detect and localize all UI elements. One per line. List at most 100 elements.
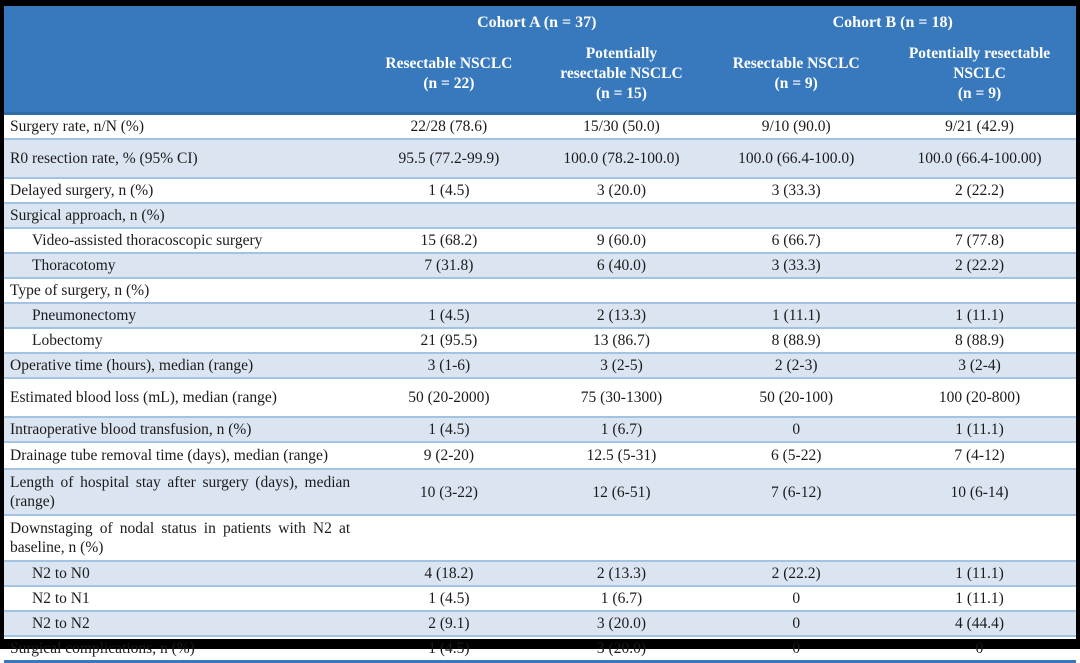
table-cell: 100.0 (78.2-100.0) — [533, 138, 710, 178]
table-cell — [533, 277, 710, 303]
table-cell: 8 (88.9) — [709, 327, 884, 353]
table-cell: 10 (3-22) — [364, 468, 534, 515]
table-row: Drainage tube removal time (days), media… — [4, 441, 1076, 469]
table-cell — [709, 277, 884, 303]
table-cell: 0 — [709, 585, 884, 611]
table-cell: 7 (4-12) — [883, 441, 1076, 469]
table-row: Length of hospital stay after surgery (d… — [4, 468, 1076, 515]
table-row: R0 resection rate, % (95% CI) 95.5 (77.2… — [4, 138, 1076, 178]
column-header-potentially-resectable-b: Potentially resectable NSCLC (n = 9) — [883, 36, 1076, 114]
table-row: Thoracotomy 7 (31.8) 6 (40.0) 3 (33.3) 2… — [4, 252, 1076, 278]
row-label: Length of hospital stay after surgery (d… — [4, 468, 365, 515]
table-cell: 3 (20.0) — [533, 610, 710, 636]
table-cell: 15 (68.2) — [364, 227, 534, 253]
table-cell: 6 (66.7) — [709, 227, 884, 253]
surgical-outcomes-table: Cohort A (n = 37) Cohort B (n = 18) Rese… — [4, 6, 1076, 663]
table-cell: 100.0 (66.4-100.00) — [883, 138, 1076, 178]
table-cell — [883, 202, 1076, 228]
table-cell: 7 (6-12) — [709, 468, 884, 515]
table-cell: 4 (44.4) — [883, 610, 1076, 636]
table-cell: 3 (2-5) — [533, 352, 710, 378]
table-cell: 21 (95.5) — [364, 327, 534, 353]
table-cell: 2 (22.2) — [883, 177, 1076, 203]
table-cell: 7 (77.8) — [883, 227, 1076, 253]
cohort-a-header: Cohort A (n = 37) — [364, 6, 710, 36]
table-cell: 1 (11.1) — [883, 302, 1076, 328]
table-cell: 2 (13.3) — [533, 560, 710, 586]
row-label: Thoracotomy — [4, 252, 365, 278]
table-cell: 2 (13.3) — [533, 302, 710, 328]
table-cell: 100.0 (66.4-100.0) — [709, 138, 884, 178]
column-header-resectable-a: Resectable NSCLC (n = 22) — [364, 36, 534, 114]
table-cell: 1 (11.1) — [709, 302, 884, 328]
table-cell: 9 (2-20) — [364, 441, 534, 469]
table-cell: 4 (18.2) — [364, 560, 534, 586]
table-row: Operative time (hours), median (range) 3… — [4, 352, 1076, 378]
row-label: Operative time (hours), median (range) — [4, 352, 365, 378]
table-row: Type of surgery, n (%) — [4, 277, 1076, 303]
table-row: Video-assisted thoracoscopic surgery 15 … — [4, 227, 1076, 253]
table-row: Delayed surgery, n (%) 1 (4.5) 3 (20.0) … — [4, 177, 1076, 203]
table-cell: 12.5 (5-31) — [533, 441, 710, 469]
table-cell: 7 (31.8) — [364, 252, 534, 278]
table-cell: 3 (2-4) — [883, 352, 1076, 378]
table-cell — [364, 202, 534, 228]
table-cell: 9 (60.0) — [533, 227, 710, 253]
table-cell — [709, 514, 884, 561]
table-cell: 22/28 (78.6) — [364, 112, 534, 139]
table-cell: 95.5 (77.2-99.9) — [364, 138, 534, 178]
table-cell: 50 (20-100) — [709, 377, 884, 417]
corner-cell — [4, 6, 365, 114]
table-cell: 1 (6.7) — [533, 416, 710, 442]
row-label: Pneumonectomy — [4, 302, 365, 328]
table-row: Pneumonectomy 1 (4.5) 2 (13.3) 1 (11.1) … — [4, 302, 1076, 328]
table-cell — [533, 202, 710, 228]
table-row: Downstaging of nodal status in patients … — [4, 514, 1076, 561]
table-cell: 10 (6-14) — [883, 468, 1076, 515]
table-cell: 1 (11.1) — [883, 560, 1076, 586]
table-cell: 0 — [709, 610, 884, 636]
table-cell: 12 (6-51) — [533, 468, 710, 515]
table-row: Estimated blood loss (mL), median (range… — [4, 377, 1076, 417]
table-row: N2 to N2 2 (9.1) 3 (20.0) 0 4 (44.4) — [4, 610, 1076, 636]
table-cell: 9/21 (42.9) — [883, 112, 1076, 139]
row-label: Surgical approach, n (%) — [4, 202, 365, 228]
table-cell — [883, 277, 1076, 303]
cohort-header-row: Cohort A (n = 37) Cohort B (n = 18) — [4, 6, 1076, 114]
table-row: Surgery rate, n/N (%) 22/28 (78.6) 15/30… — [4, 112, 1076, 139]
table-row: N2 to N0 4 (18.2) 2 (13.3) 2 (22.2) 1 (1… — [4, 560, 1076, 586]
table-cell: 8 (88.9) — [883, 327, 1076, 353]
table-cell: 1 (4.5) — [364, 416, 534, 442]
table-cell: 3 (33.3) — [709, 177, 884, 203]
table-row: Intraoperative blood transfusion, n (%) … — [4, 416, 1076, 442]
table-cell: 3 (33.3) — [709, 252, 884, 278]
row-label: N2 to N1 — [4, 585, 365, 611]
column-header-potentially-resectable-a: Potentially resectable NSCLC (n = 15) — [533, 36, 710, 114]
table-row: N2 to N1 1 (4.5) 1 (6.7) 0 1 (11.1) — [4, 585, 1076, 611]
row-label: Lobectomy — [4, 327, 365, 353]
table-cell: 9/10 (90.0) — [709, 112, 884, 139]
table-cell: 3 (1-6) — [364, 352, 534, 378]
table-cell: 3 (20.0) — [533, 177, 710, 203]
row-label: R0 resection rate, % (95% CI) — [4, 138, 365, 178]
table-cell: 2 (22.2) — [883, 252, 1076, 278]
table-body: Surgery rate, n/N (%) 22/28 (78.6) 15/30… — [4, 112, 1076, 662]
table-cell: 100 (20-800) — [883, 377, 1076, 417]
row-label: Estimated blood loss (mL), median (range… — [4, 377, 365, 417]
row-label: Surgery rate, n/N (%) — [4, 112, 365, 139]
table-cell — [709, 202, 884, 228]
subgroup-header-row: Resectable NSCLC (n = 22) Potentially re… — [4, 36, 1076, 114]
table-cell: 1 (4.5) — [364, 585, 534, 611]
table-cell: 1 (6.7) — [533, 585, 710, 611]
row-label: Video-assisted thoracoscopic surgery — [4, 227, 365, 253]
table-cell: 50 (20-2000) — [364, 377, 534, 417]
table-cell: 1 (11.1) — [883, 416, 1076, 442]
table-row: Surgical approach, n (%) — [4, 202, 1076, 228]
table-header: Cohort A (n = 37) Cohort B (n = 18) Rese… — [4, 6, 1076, 114]
row-label: N2 to N0 — [4, 560, 365, 586]
table-cell: 13 (86.7) — [533, 327, 710, 353]
table-cell: 2 (2-3) — [709, 352, 884, 378]
table-cell: 1 (4.5) — [364, 302, 534, 328]
table-cell — [364, 514, 534, 561]
